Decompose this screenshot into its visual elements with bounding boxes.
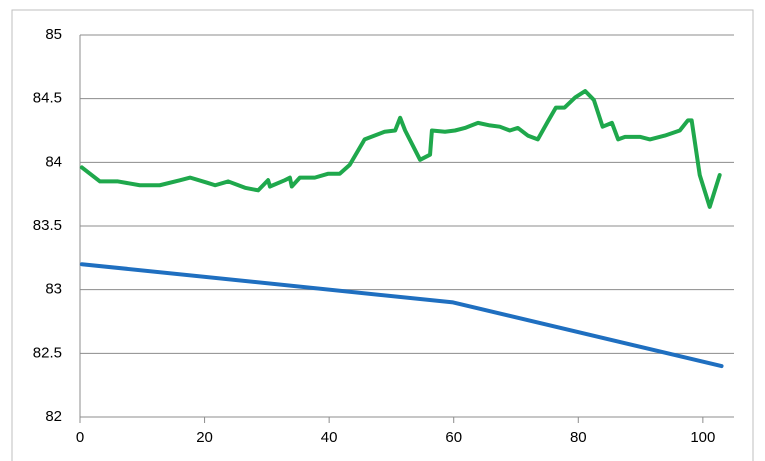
series-line xyxy=(79,262,724,369)
y-tick-label: 83.5 xyxy=(33,217,62,234)
x-tick-label: 0 xyxy=(76,429,84,446)
y-tick-label: 83 xyxy=(45,281,62,298)
chart-frame xyxy=(11,9,754,461)
x-tick-label: 40 xyxy=(321,429,338,446)
x-tick-label: 60 xyxy=(445,429,462,446)
y-tick-label: 85 xyxy=(45,26,62,43)
x-tick-label: 100 xyxy=(690,429,715,446)
x-tick-label: 20 xyxy=(196,429,213,446)
y-tick-label: 84.5 xyxy=(33,90,62,107)
y-tick-label: 82 xyxy=(45,408,62,425)
y-tick-label: 84 xyxy=(45,153,62,170)
series-line xyxy=(79,89,722,209)
y-tick-label: 82.5 xyxy=(33,344,62,361)
x-tick-label: 80 xyxy=(570,429,587,446)
